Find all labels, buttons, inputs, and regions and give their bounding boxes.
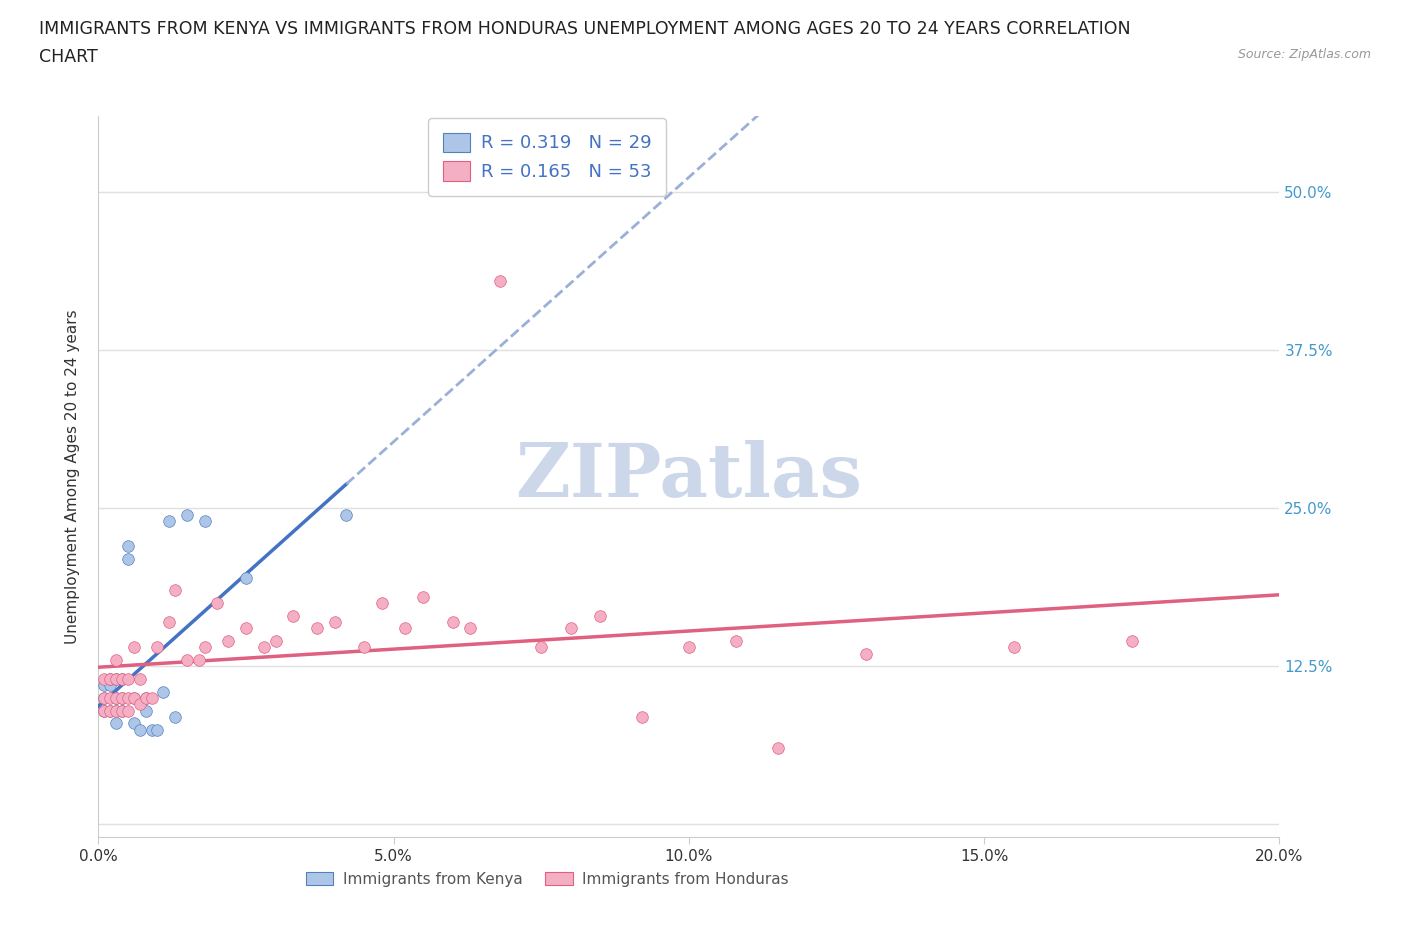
- Point: [128, 697, 150, 711]
- Point: [93, 690, 115, 705]
- Point: [235, 570, 257, 585]
- Point: [176, 507, 198, 522]
- Point: [194, 640, 217, 655]
- Point: [93, 690, 115, 705]
- Point: [117, 551, 139, 566]
- Point: [678, 640, 700, 655]
- Point: [105, 716, 128, 731]
- Point: [93, 703, 115, 718]
- Point: [630, 710, 652, 724]
- Point: [152, 684, 174, 699]
- Point: [157, 615, 180, 630]
- Point: [1121, 633, 1143, 648]
- Text: CHART: CHART: [39, 48, 98, 66]
- Point: [105, 703, 128, 718]
- Point: [111, 703, 134, 718]
- Point: [217, 633, 239, 648]
- Point: [205, 595, 228, 610]
- Point: [117, 703, 139, 718]
- Point: [117, 671, 139, 686]
- Point: [105, 690, 128, 705]
- Point: [105, 653, 128, 668]
- Point: [93, 671, 115, 686]
- Text: ZIPatlas: ZIPatlas: [516, 440, 862, 513]
- Point: [111, 703, 134, 718]
- Point: [235, 621, 257, 636]
- Point: [766, 741, 789, 756]
- Point: [111, 671, 134, 686]
- Point: [323, 615, 346, 630]
- Point: [371, 595, 394, 610]
- Point: [98, 690, 121, 705]
- Legend: Immigrants from Kenya, Immigrants from Honduras: Immigrants from Kenya, Immigrants from H…: [298, 864, 796, 895]
- Point: [530, 640, 553, 655]
- Point: [98, 671, 121, 686]
- Point: [305, 621, 328, 636]
- Point: [335, 507, 357, 522]
- Point: [135, 690, 157, 705]
- Point: [283, 608, 305, 623]
- Point: [264, 633, 287, 648]
- Point: [157, 513, 180, 528]
- Y-axis label: Unemployment Among Ages 20 to 24 years: Unemployment Among Ages 20 to 24 years: [65, 310, 80, 644]
- Point: [253, 640, 276, 655]
- Point: [1002, 640, 1025, 655]
- Point: [122, 640, 145, 655]
- Point: [412, 590, 434, 604]
- Text: Source: ZipAtlas.com: Source: ZipAtlas.com: [1237, 48, 1371, 61]
- Point: [128, 722, 150, 737]
- Point: [187, 653, 209, 668]
- Point: [141, 722, 163, 737]
- Point: [128, 671, 150, 686]
- Point: [122, 690, 145, 705]
- Point: [135, 690, 157, 705]
- Point: [855, 646, 877, 661]
- Point: [141, 690, 163, 705]
- Point: [117, 690, 139, 705]
- Point: [93, 703, 115, 718]
- Point: [105, 671, 128, 686]
- Point: [353, 640, 375, 655]
- Point: [111, 690, 134, 705]
- Point: [122, 716, 145, 731]
- Point: [146, 640, 169, 655]
- Point: [105, 671, 128, 686]
- Point: [93, 678, 115, 693]
- Point: [165, 710, 187, 724]
- Point: [122, 690, 145, 705]
- Point: [194, 513, 217, 528]
- Point: [165, 583, 187, 598]
- Point: [725, 633, 748, 648]
- Point: [441, 615, 464, 630]
- Point: [98, 703, 121, 718]
- Point: [489, 273, 512, 288]
- Point: [98, 671, 121, 686]
- Point: [98, 703, 121, 718]
- Point: [105, 690, 128, 705]
- Point: [146, 722, 169, 737]
- Point: [117, 538, 139, 553]
- Point: [176, 653, 198, 668]
- Point: [111, 671, 134, 686]
- Point: [589, 608, 612, 623]
- Point: [135, 703, 157, 718]
- Point: [111, 690, 134, 705]
- Text: IMMIGRANTS FROM KENYA VS IMMIGRANTS FROM HONDURAS UNEMPLOYMENT AMONG AGES 20 TO : IMMIGRANTS FROM KENYA VS IMMIGRANTS FROM…: [39, 20, 1130, 38]
- Point: [394, 621, 416, 636]
- Point: [560, 621, 582, 636]
- Point: [98, 678, 121, 693]
- Point: [105, 703, 128, 718]
- Point: [460, 621, 482, 636]
